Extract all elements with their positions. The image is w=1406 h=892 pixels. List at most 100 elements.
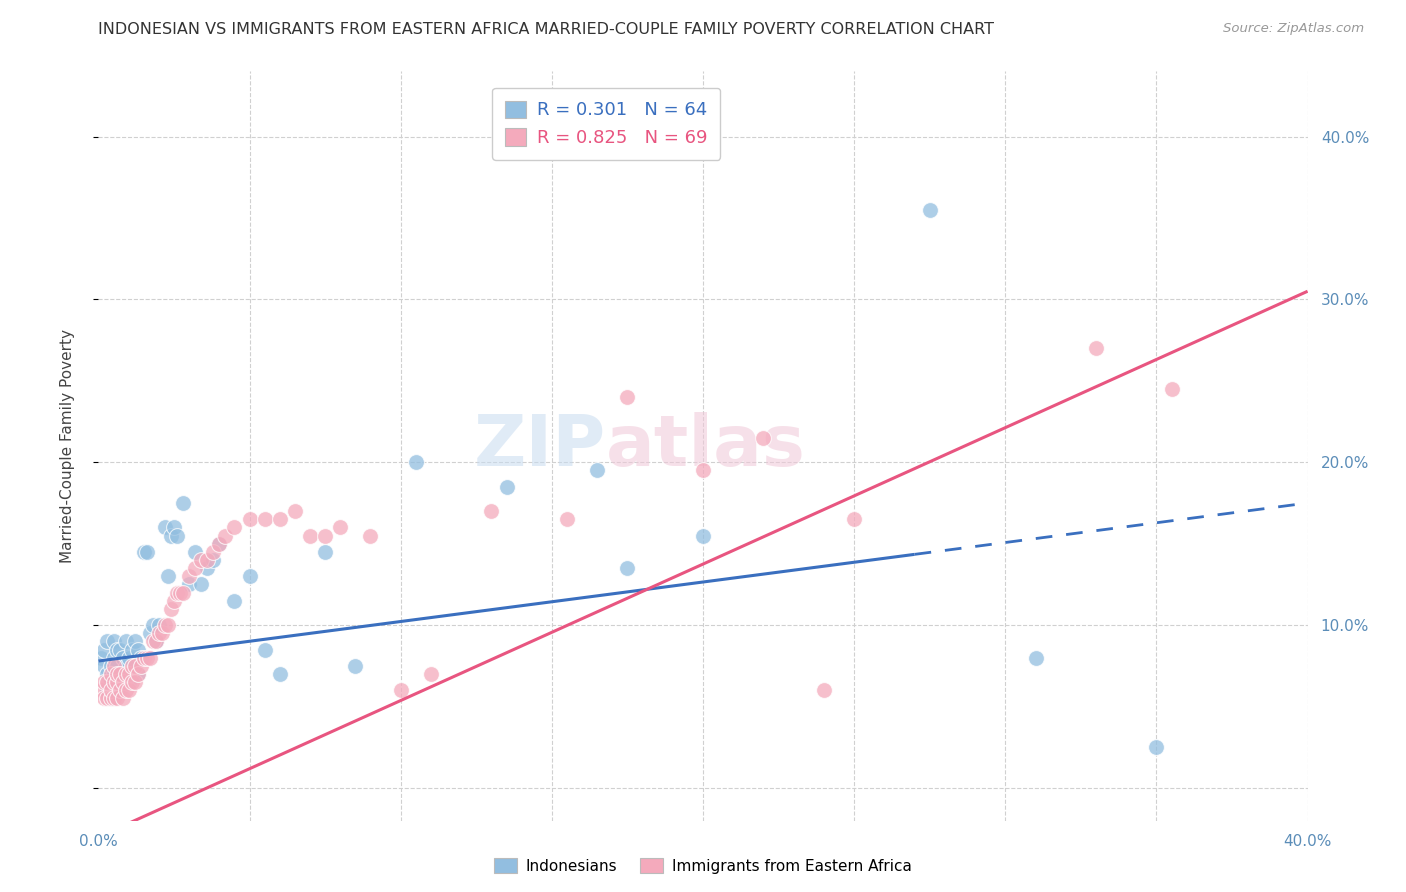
Point [135,650,157,665]
Point [586,463,609,477]
Point [124,659,146,673]
Point [1024,650,1046,665]
Point [202,545,225,559]
Point [156,618,179,632]
Point [142,634,165,648]
Point [752,431,775,445]
Point [918,202,941,217]
Point [103,691,125,706]
Point [96,634,118,648]
Point [190,553,212,567]
Point [108,642,131,657]
Point [129,650,152,665]
Point [93,691,115,706]
Point [179,577,201,591]
Point [111,667,134,681]
Point [179,569,201,583]
Point [314,545,336,559]
Point [1160,382,1182,396]
Point [124,634,146,648]
Point [114,667,136,681]
Y-axis label: Married-Couple Family Poverty: Married-Couple Family Poverty [60,329,75,563]
Point [202,553,225,567]
Point [124,675,146,690]
Point [314,528,336,542]
Point [169,585,191,599]
Point [121,667,143,681]
Point [195,553,218,567]
Point [145,634,167,648]
Point [111,650,134,665]
Point [420,667,443,681]
Point [118,675,141,690]
Point [93,675,115,690]
Point [150,626,173,640]
Point [163,520,186,534]
Point [108,683,131,698]
Point [184,561,207,575]
Point [127,667,149,681]
Point [111,675,134,690]
Point [269,667,291,681]
Text: Source: ZipAtlas.com: Source: ZipAtlas.com [1223,22,1364,36]
Point [108,667,131,681]
Point [405,455,427,469]
Point [190,577,212,591]
Point [127,642,149,657]
Point [135,545,157,559]
Point [103,650,125,665]
Point [184,545,207,559]
Point [129,659,152,673]
Point [195,561,218,575]
Point [145,634,167,648]
Point [329,520,352,534]
Point [118,667,141,681]
Point [100,691,122,706]
Point [269,512,291,526]
Point [208,537,231,551]
Point [163,593,186,607]
Point [103,675,125,690]
Point [90,650,112,665]
Point [224,520,246,534]
Point [90,683,112,698]
Point [844,512,866,526]
Point [100,667,122,681]
Point [105,691,128,706]
Point [105,675,128,690]
Point [153,618,176,632]
Point [100,683,122,698]
Point [121,675,143,690]
Point [153,520,176,534]
Point [239,569,262,583]
Point [224,593,246,607]
Point [96,675,118,690]
Point [1144,740,1167,755]
Point [105,642,128,657]
Point [616,561,638,575]
Point [692,528,714,542]
Point [148,618,170,632]
Point [166,528,188,542]
Point [692,463,714,477]
Point [100,659,122,673]
Point [121,642,143,657]
Point [96,667,118,681]
Point [299,528,322,542]
Point [148,626,170,640]
Point [114,683,136,698]
Point [132,545,155,559]
Point [239,512,262,526]
Point [481,504,503,518]
Text: INDONESIAN VS IMMIGRANTS FROM EASTERN AFRICA MARRIED-COUPLE FAMILY POVERTY CORRE: INDONESIAN VS IMMIGRANTS FROM EASTERN AF… [98,22,994,37]
Point [132,650,155,665]
Point [114,659,136,673]
Point [1085,341,1108,355]
Point [344,659,367,673]
Point [360,528,382,542]
Point [118,650,141,665]
Point [139,650,162,665]
Point [160,528,183,542]
Point [100,691,122,706]
Point [93,659,115,673]
